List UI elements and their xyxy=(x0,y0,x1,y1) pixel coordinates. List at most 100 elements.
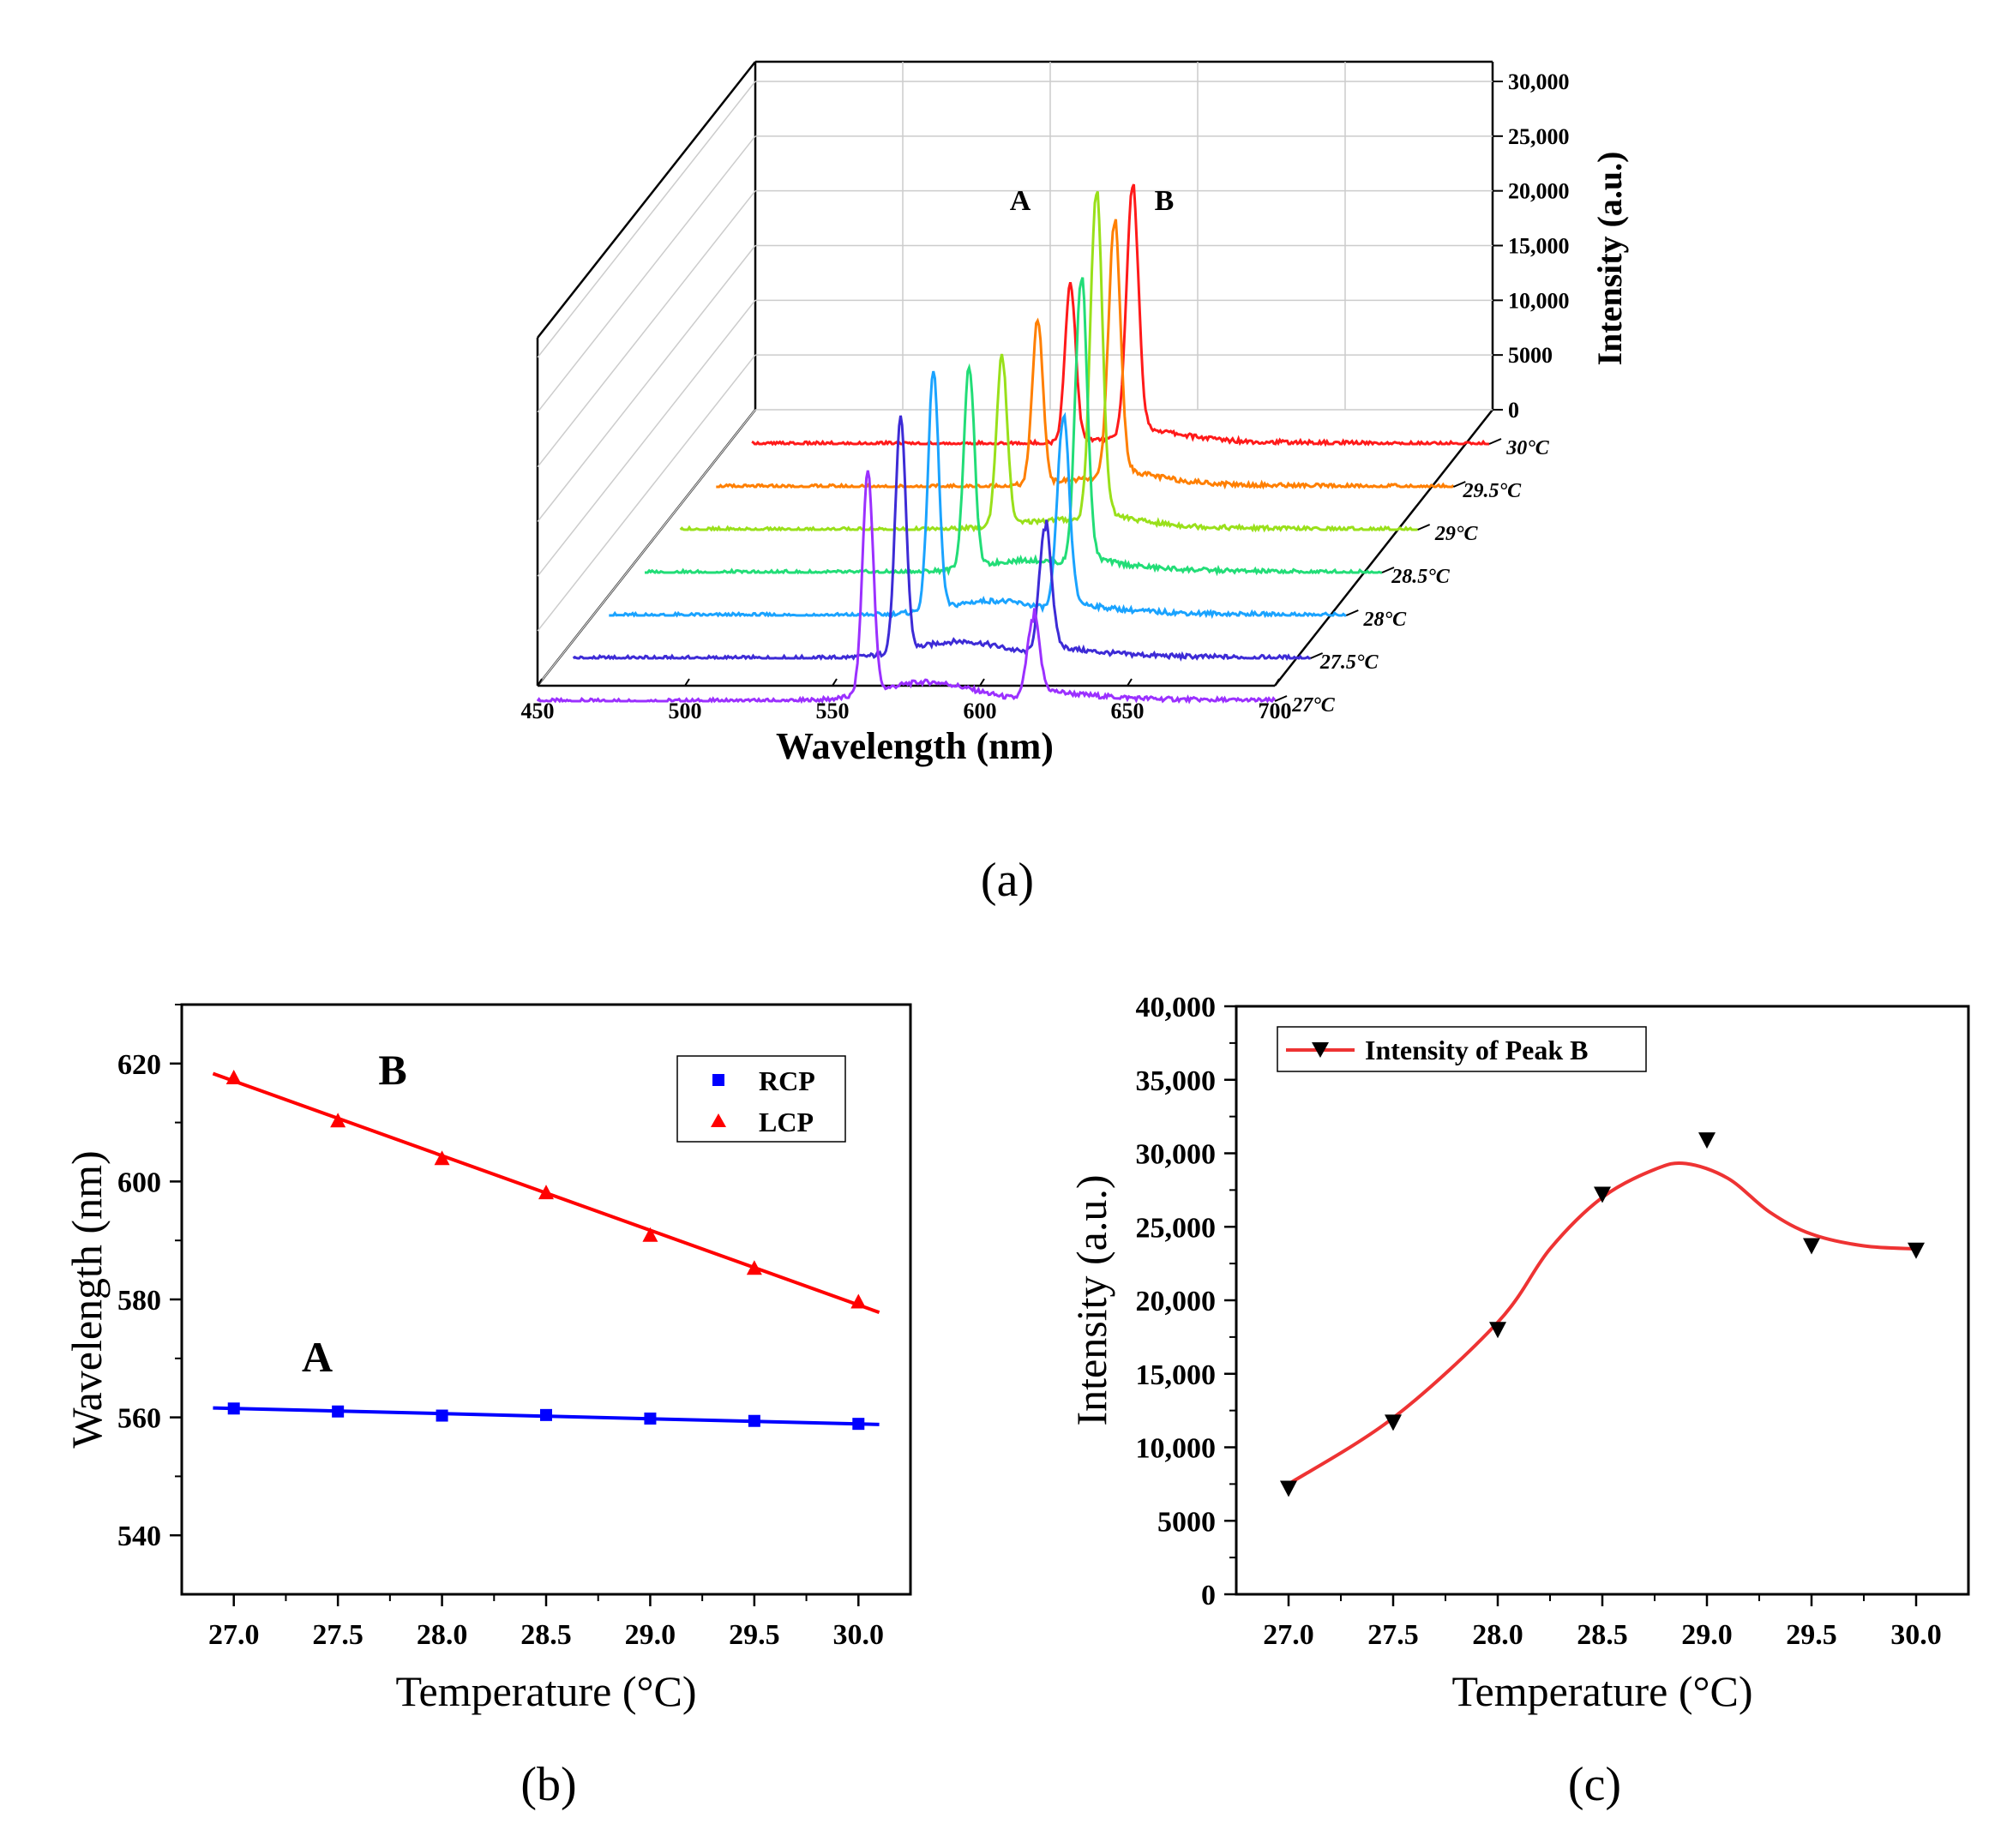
a-left-top-edge xyxy=(537,61,756,339)
a-x-tick-label: 450 xyxy=(521,699,555,723)
a-z-axis-title: Intensity (a.u.) xyxy=(1590,151,1629,365)
b-legend-label: LCP xyxy=(759,1107,814,1137)
a-side-grid xyxy=(537,409,756,687)
a-depth-tick xyxy=(1345,609,1359,616)
c-data-point xyxy=(1385,1414,1402,1431)
a-z-tick-label: 10,000 xyxy=(1508,288,1570,313)
b-x-tick-label: 27.5 xyxy=(312,1619,364,1651)
c-plot-frame xyxy=(1235,1005,1970,1596)
b-lcp-point xyxy=(746,1260,762,1275)
c-x-axis-title: Temperature (°C) xyxy=(1451,1667,1752,1715)
panel-a-waterfall-chart: 0 5000 10,000 15,000 20,000 25,000 30,000 Inten… xyxy=(521,60,1629,767)
a-x-tick-label: 700 xyxy=(1259,699,1292,723)
c-data-point xyxy=(1908,1242,1925,1259)
c-data-point xyxy=(1698,1132,1716,1149)
b-x-tick-label: 29.0 xyxy=(625,1619,676,1651)
b-y-tick-label: 560 xyxy=(117,1403,161,1435)
c-x-tick-label: 28.0 xyxy=(1472,1619,1523,1651)
c-x-tick-label: 30.0 xyxy=(1890,1619,1942,1651)
a-temperature-label: 29.5°C xyxy=(1463,480,1523,502)
b-x-tick-label: 29.5 xyxy=(729,1619,780,1651)
a-x-tick xyxy=(979,678,985,687)
a-z-tick-label: 20,000 xyxy=(1508,179,1570,204)
b-lcp-point xyxy=(850,1293,867,1309)
b-y-tick-label: 620 xyxy=(117,1049,161,1081)
a-side-grid xyxy=(537,135,756,413)
b-annotation-B: B xyxy=(378,1046,406,1094)
c-y-axis-title: Intensity (a.u.) xyxy=(1067,1175,1115,1426)
a-side-grid xyxy=(537,299,756,577)
b-lcp-point xyxy=(225,1070,242,1084)
a-depth-tick xyxy=(1381,567,1395,573)
c-y-tick-label: 20,000 xyxy=(1136,1286,1217,1317)
c-x-tick-label: 27.0 xyxy=(1263,1619,1314,1651)
c-y-tick-label: 40,000 xyxy=(1136,992,1217,1023)
a-temperature-label: 28.5°C xyxy=(1391,566,1451,588)
c-x-tick-label: 28.5 xyxy=(1577,1619,1628,1651)
b-rcp-point xyxy=(540,1408,552,1421)
c-y-tick-label: 10,000 xyxy=(1136,1433,1217,1465)
a-spectrum-line xyxy=(609,370,1347,620)
c-fit-curve xyxy=(1287,1161,1917,1486)
a-spectrum-line xyxy=(572,415,1311,662)
a-right-floor-edge xyxy=(1274,409,1493,687)
a-x-tick-label: 500 xyxy=(669,699,702,723)
a-x-tick-label: 650 xyxy=(1111,699,1145,723)
a-depth-tick xyxy=(1488,438,1502,445)
a-annotation-B: B xyxy=(1155,185,1175,217)
c-y-tick-label: 30,000 xyxy=(1136,1139,1217,1171)
b-x-axis-title: Temperature (°C) xyxy=(395,1667,696,1715)
c-data-point xyxy=(1489,1322,1506,1339)
c-y-tick-label: 25,000 xyxy=(1136,1212,1217,1244)
b-rcp-point xyxy=(227,1402,240,1415)
b-lcp-point xyxy=(642,1227,658,1242)
b-lcp-point xyxy=(330,1113,346,1128)
b-legend-box xyxy=(676,1055,846,1143)
b-rcp-point xyxy=(852,1418,865,1431)
b-annotation-A: A xyxy=(302,1333,333,1381)
a-depth-tick xyxy=(1310,652,1324,659)
a-x-tick-label: 550 xyxy=(816,699,850,723)
panel-label-a: (a) xyxy=(981,854,1034,907)
a-z-tick-label: 15,000 xyxy=(1508,234,1570,259)
b-x-tick-label: 28.5 xyxy=(520,1619,572,1651)
a-x-tick xyxy=(1127,678,1133,687)
a-spectrum-line xyxy=(751,183,1489,447)
panel-b-wavelength-chart: 27.0 27.5 28.0 28.5 29.0 29.5 30.0 540 560 580 600… xyxy=(63,1003,912,1715)
a-side-grid xyxy=(537,81,756,358)
a-temperature-label: 27.5°C xyxy=(1319,651,1379,674)
a-temperature-label: 30°C xyxy=(1505,437,1550,459)
b-legend-label: RCP xyxy=(759,1065,815,1096)
b-y-tick-label: 540 xyxy=(117,1521,161,1552)
c-y-tick-label: 15,000 xyxy=(1136,1359,1217,1391)
b-y-tick-label: 600 xyxy=(117,1167,161,1198)
c-data-point xyxy=(1280,1480,1297,1497)
a-z-tick-label: 25,000 xyxy=(1508,124,1570,149)
a-spectrum-line xyxy=(679,190,1418,533)
b-x-tick-label: 28.0 xyxy=(417,1619,468,1651)
a-depth-tick xyxy=(1452,481,1466,488)
a-depth-tick xyxy=(1274,695,1288,702)
b-lcp-point xyxy=(434,1150,450,1166)
panel-a-spectra xyxy=(536,183,1489,705)
b-rcp-point xyxy=(748,1414,760,1427)
b-lcp-point xyxy=(538,1185,554,1200)
b-x-tick-label: 30.0 xyxy=(833,1619,885,1651)
c-y-tick-label: 5000 xyxy=(1157,1506,1216,1538)
b-y-tick-label: 580 xyxy=(117,1285,161,1317)
c-data-point xyxy=(1803,1238,1820,1255)
c-x-tick-label: 29.5 xyxy=(1786,1619,1837,1651)
a-x-tick xyxy=(537,678,543,687)
c-y-tick-label: 35,000 xyxy=(1136,1065,1217,1097)
a-x-tick xyxy=(832,678,838,687)
a-z-tick-label: 0 xyxy=(1508,398,1519,423)
b-y-axis-title: Wavelength (nm) xyxy=(63,1150,111,1448)
a-spectrum-line xyxy=(645,277,1382,577)
c-y-tick-label: 0 xyxy=(1201,1580,1216,1611)
a-x-tick xyxy=(1274,678,1280,687)
a-x-axis-title: Wavelength (nm) xyxy=(776,725,1054,767)
a-depth-tick xyxy=(1417,524,1431,531)
panel-label-b: (b) xyxy=(520,1758,576,1811)
a-x-tick-label: 600 xyxy=(964,699,997,723)
